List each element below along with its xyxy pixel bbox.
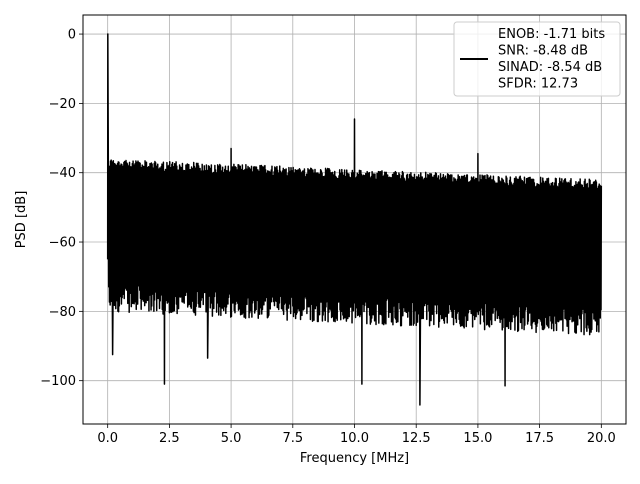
x-tick-label: 2.5: [159, 431, 180, 446]
legend-sinad: SINAD: -8.54 dB: [498, 60, 602, 75]
y-tick-label: −40: [49, 166, 76, 181]
y-axis-label: PSD [dB]: [14, 191, 29, 249]
x-tick-label: 17.5: [525, 431, 554, 446]
x-tick-label: 20.0: [587, 431, 616, 446]
x-tick-label: 5.0: [221, 431, 242, 446]
x-tick-label: 0.0: [97, 431, 118, 446]
y-tick-label: −20: [49, 97, 76, 112]
x-axis-ticks: 0.0 2.5 5.0 7.5 10.0 12.5 15.0 17.5 20.0: [97, 424, 616, 446]
psd-trace: [106, 33, 603, 406]
y-tick-label: −60: [49, 236, 76, 251]
y-axis-ticks: 0 −20 −40 −60 −80 −100: [40, 28, 83, 389]
x-tick-label: 10.0: [340, 431, 369, 446]
legend-sfdr: SFDR: 12.73: [498, 77, 578, 92]
x-tick-label: 7.5: [282, 431, 303, 446]
legend: ENOB: -1.71 bits SNR: -8.48 dB SINAD: -8…: [453, 21, 621, 97]
psd-series: [106, 33, 603, 406]
y-tick-label: −100: [40, 374, 76, 389]
legend-box: [453, 21, 621, 97]
x-tick-label: 15.0: [463, 431, 492, 446]
legend-enob: ENOB: -1.71 bits: [498, 27, 605, 42]
x-axis-label: Frequency [MHz]: [300, 451, 409, 466]
legend-snr: SNR: -8.48 dB: [498, 44, 588, 59]
y-tick-label: 0: [68, 28, 76, 43]
y-tick-label: −80: [49, 305, 76, 320]
x-tick-label: 12.5: [402, 431, 431, 446]
